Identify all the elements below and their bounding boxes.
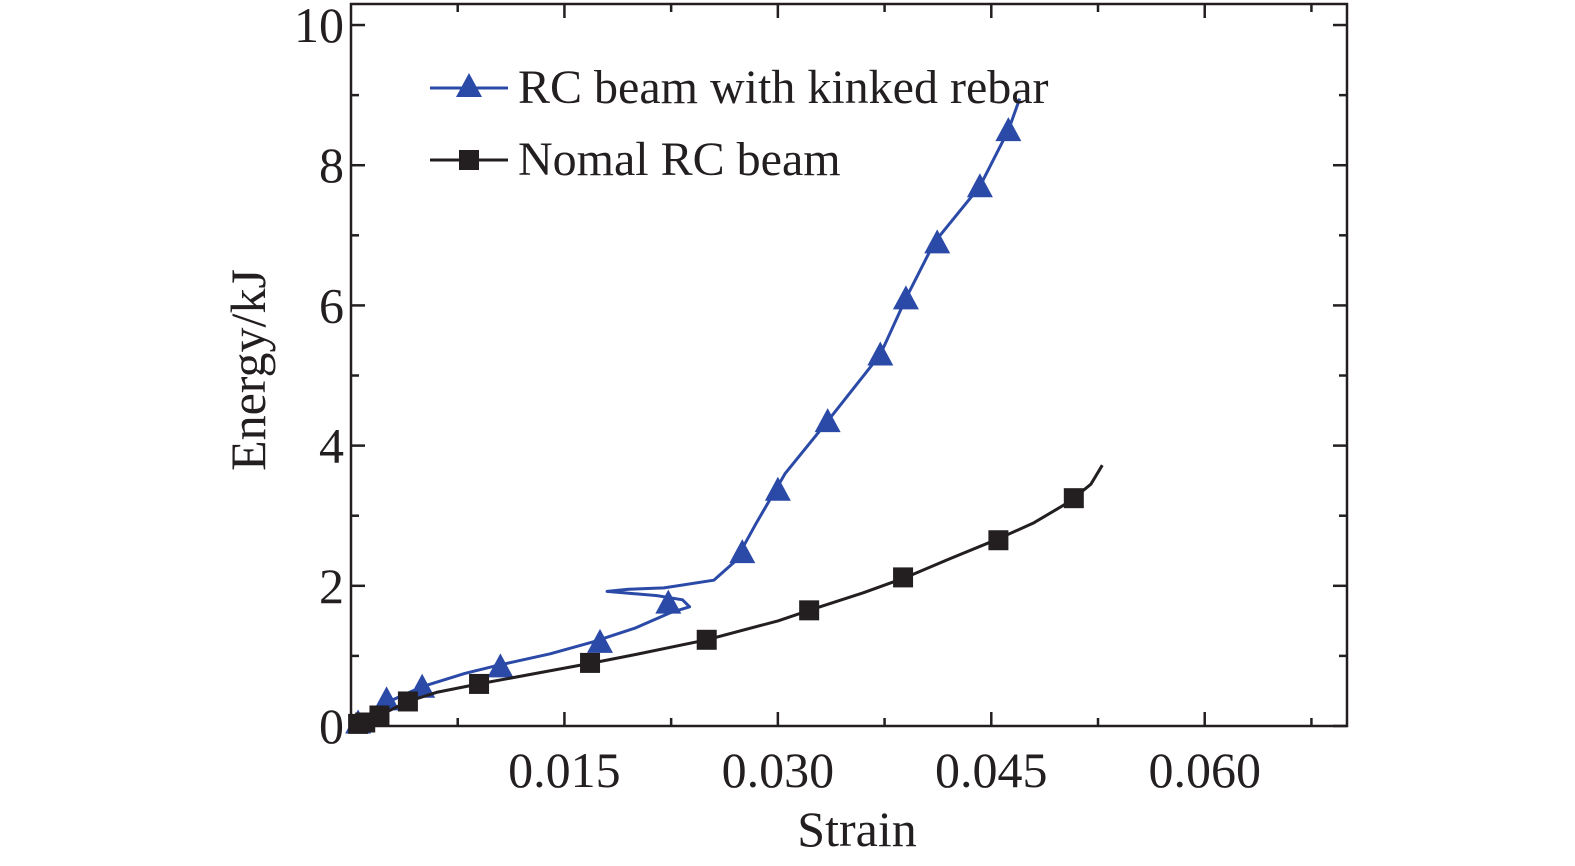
y-tick-label: 8	[319, 137, 344, 193]
data-point-triangle	[892, 285, 919, 310]
series-line-1	[350, 464, 1104, 727]
legend: RC beam with kinked rebar Nomal RC beam	[430, 61, 1049, 186]
data-point-square	[397, 691, 418, 712]
y-tick-label: 4	[319, 418, 344, 474]
data-point-triangle	[995, 117, 1022, 142]
series-layer	[345, 98, 1104, 734]
data-point-triangle	[373, 686, 400, 711]
y-tick-label: 0	[319, 698, 344, 754]
data-point-square	[893, 567, 914, 588]
x-tick-label: 0.015	[508, 742, 621, 798]
y-axis-title: Energy/kJ	[220, 269, 276, 471]
legend-label-kinked: RC beam with kinked rebar	[518, 61, 1049, 114]
plot-frame	[349, 2, 1349, 728]
data-point-square	[696, 629, 717, 650]
data-point-square	[1063, 488, 1084, 509]
data-point-triangle	[867, 341, 894, 366]
legend-label-nomal: Nomal RC beam	[518, 133, 841, 186]
y-tick-label: 2	[319, 558, 344, 614]
data-point-square	[988, 530, 1009, 551]
data-point-triangle	[966, 173, 993, 198]
y-tick-label: 10	[294, 0, 344, 53]
data-point-triangle	[729, 539, 756, 564]
data-point-triangle	[814, 408, 841, 433]
x-axis-title: Strain	[797, 801, 916, 857]
x-tick-label: 0.030	[722, 742, 835, 798]
legend-marker-square-icon	[459, 150, 479, 170]
data-point-square	[799, 600, 820, 621]
data-point-triangle	[924, 229, 951, 254]
y-tick-label: 6	[319, 277, 344, 333]
x-tick-label: 0.060	[1148, 742, 1261, 798]
data-point-triangle	[587, 628, 613, 653]
legend-marker-triangle-icon	[456, 73, 482, 97]
data-point-square	[469, 673, 490, 694]
data-point-triangle	[764, 476, 791, 501]
x-tick-label: 0.045	[935, 742, 1048, 798]
data-point-square	[369, 705, 390, 726]
axis-ticks	[351, 4, 1347, 728]
data-point-triangle	[487, 653, 514, 678]
data-point-square	[580, 652, 601, 673]
tick-labels: 0.015 0.030 0.045 0.060 0 2 4 6 8 10	[294, 0, 1261, 798]
series-line-0	[350, 98, 1022, 728]
data-point-triangle	[655, 589, 682, 614]
